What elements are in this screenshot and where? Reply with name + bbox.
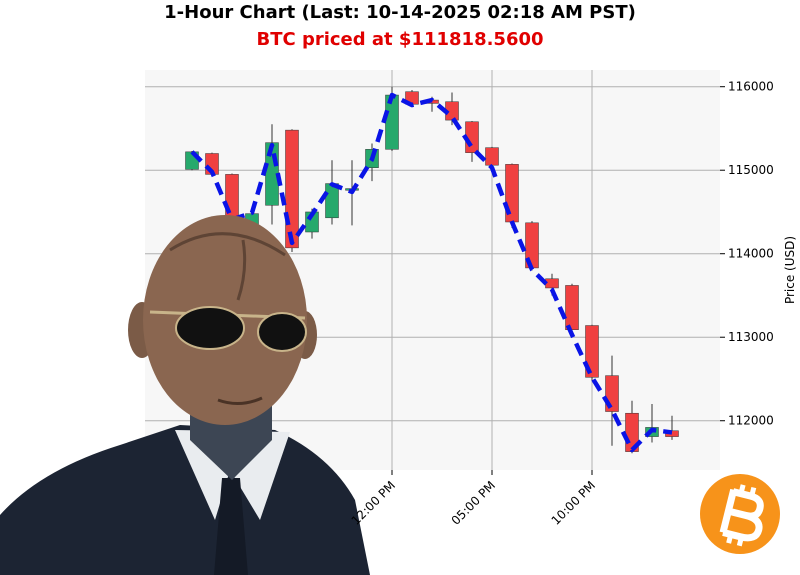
logo-b (719, 488, 764, 542)
head-seam (169, 232, 286, 257)
y-tick-label: 116000 (728, 80, 774, 94)
y-tick-label: 115000 (728, 163, 774, 177)
tie (214, 478, 248, 575)
x-tick-label: 05:00 PM (449, 478, 498, 527)
mouth (217, 396, 263, 405)
y-tick-label: 113000 (728, 330, 774, 344)
lens (257, 312, 307, 352)
head-seam (236, 239, 247, 301)
logo-b-bars (726, 484, 757, 547)
candle-body (545, 278, 559, 289)
figure-overlay (0, 215, 370, 575)
candle-body (325, 183, 339, 219)
candle-body (285, 129, 299, 249)
trend-line (190, 92, 673, 453)
chart-subtitle: BTC priced at $111818.5600 (256, 29, 543, 50)
candle-body (385, 94, 399, 150)
bitcoin-logo (700, 474, 780, 554)
x-tick-label: 10:00 PM (549, 478, 598, 527)
chart-title: 1-Hour Chart (Last: 10-14-2025 02:18 AM … (164, 2, 636, 23)
candle-body (585, 325, 599, 378)
y-tick-label: 114000 (728, 247, 774, 261)
candle-body (225, 174, 239, 223)
y-tick-label: 112000 (728, 414, 774, 428)
x-tick-label: 12:00 PM (349, 478, 398, 527)
lens (175, 306, 245, 350)
candle-body (565, 285, 579, 330)
candle-body (485, 147, 499, 166)
y-axis-label: Price (USD) (783, 236, 797, 304)
